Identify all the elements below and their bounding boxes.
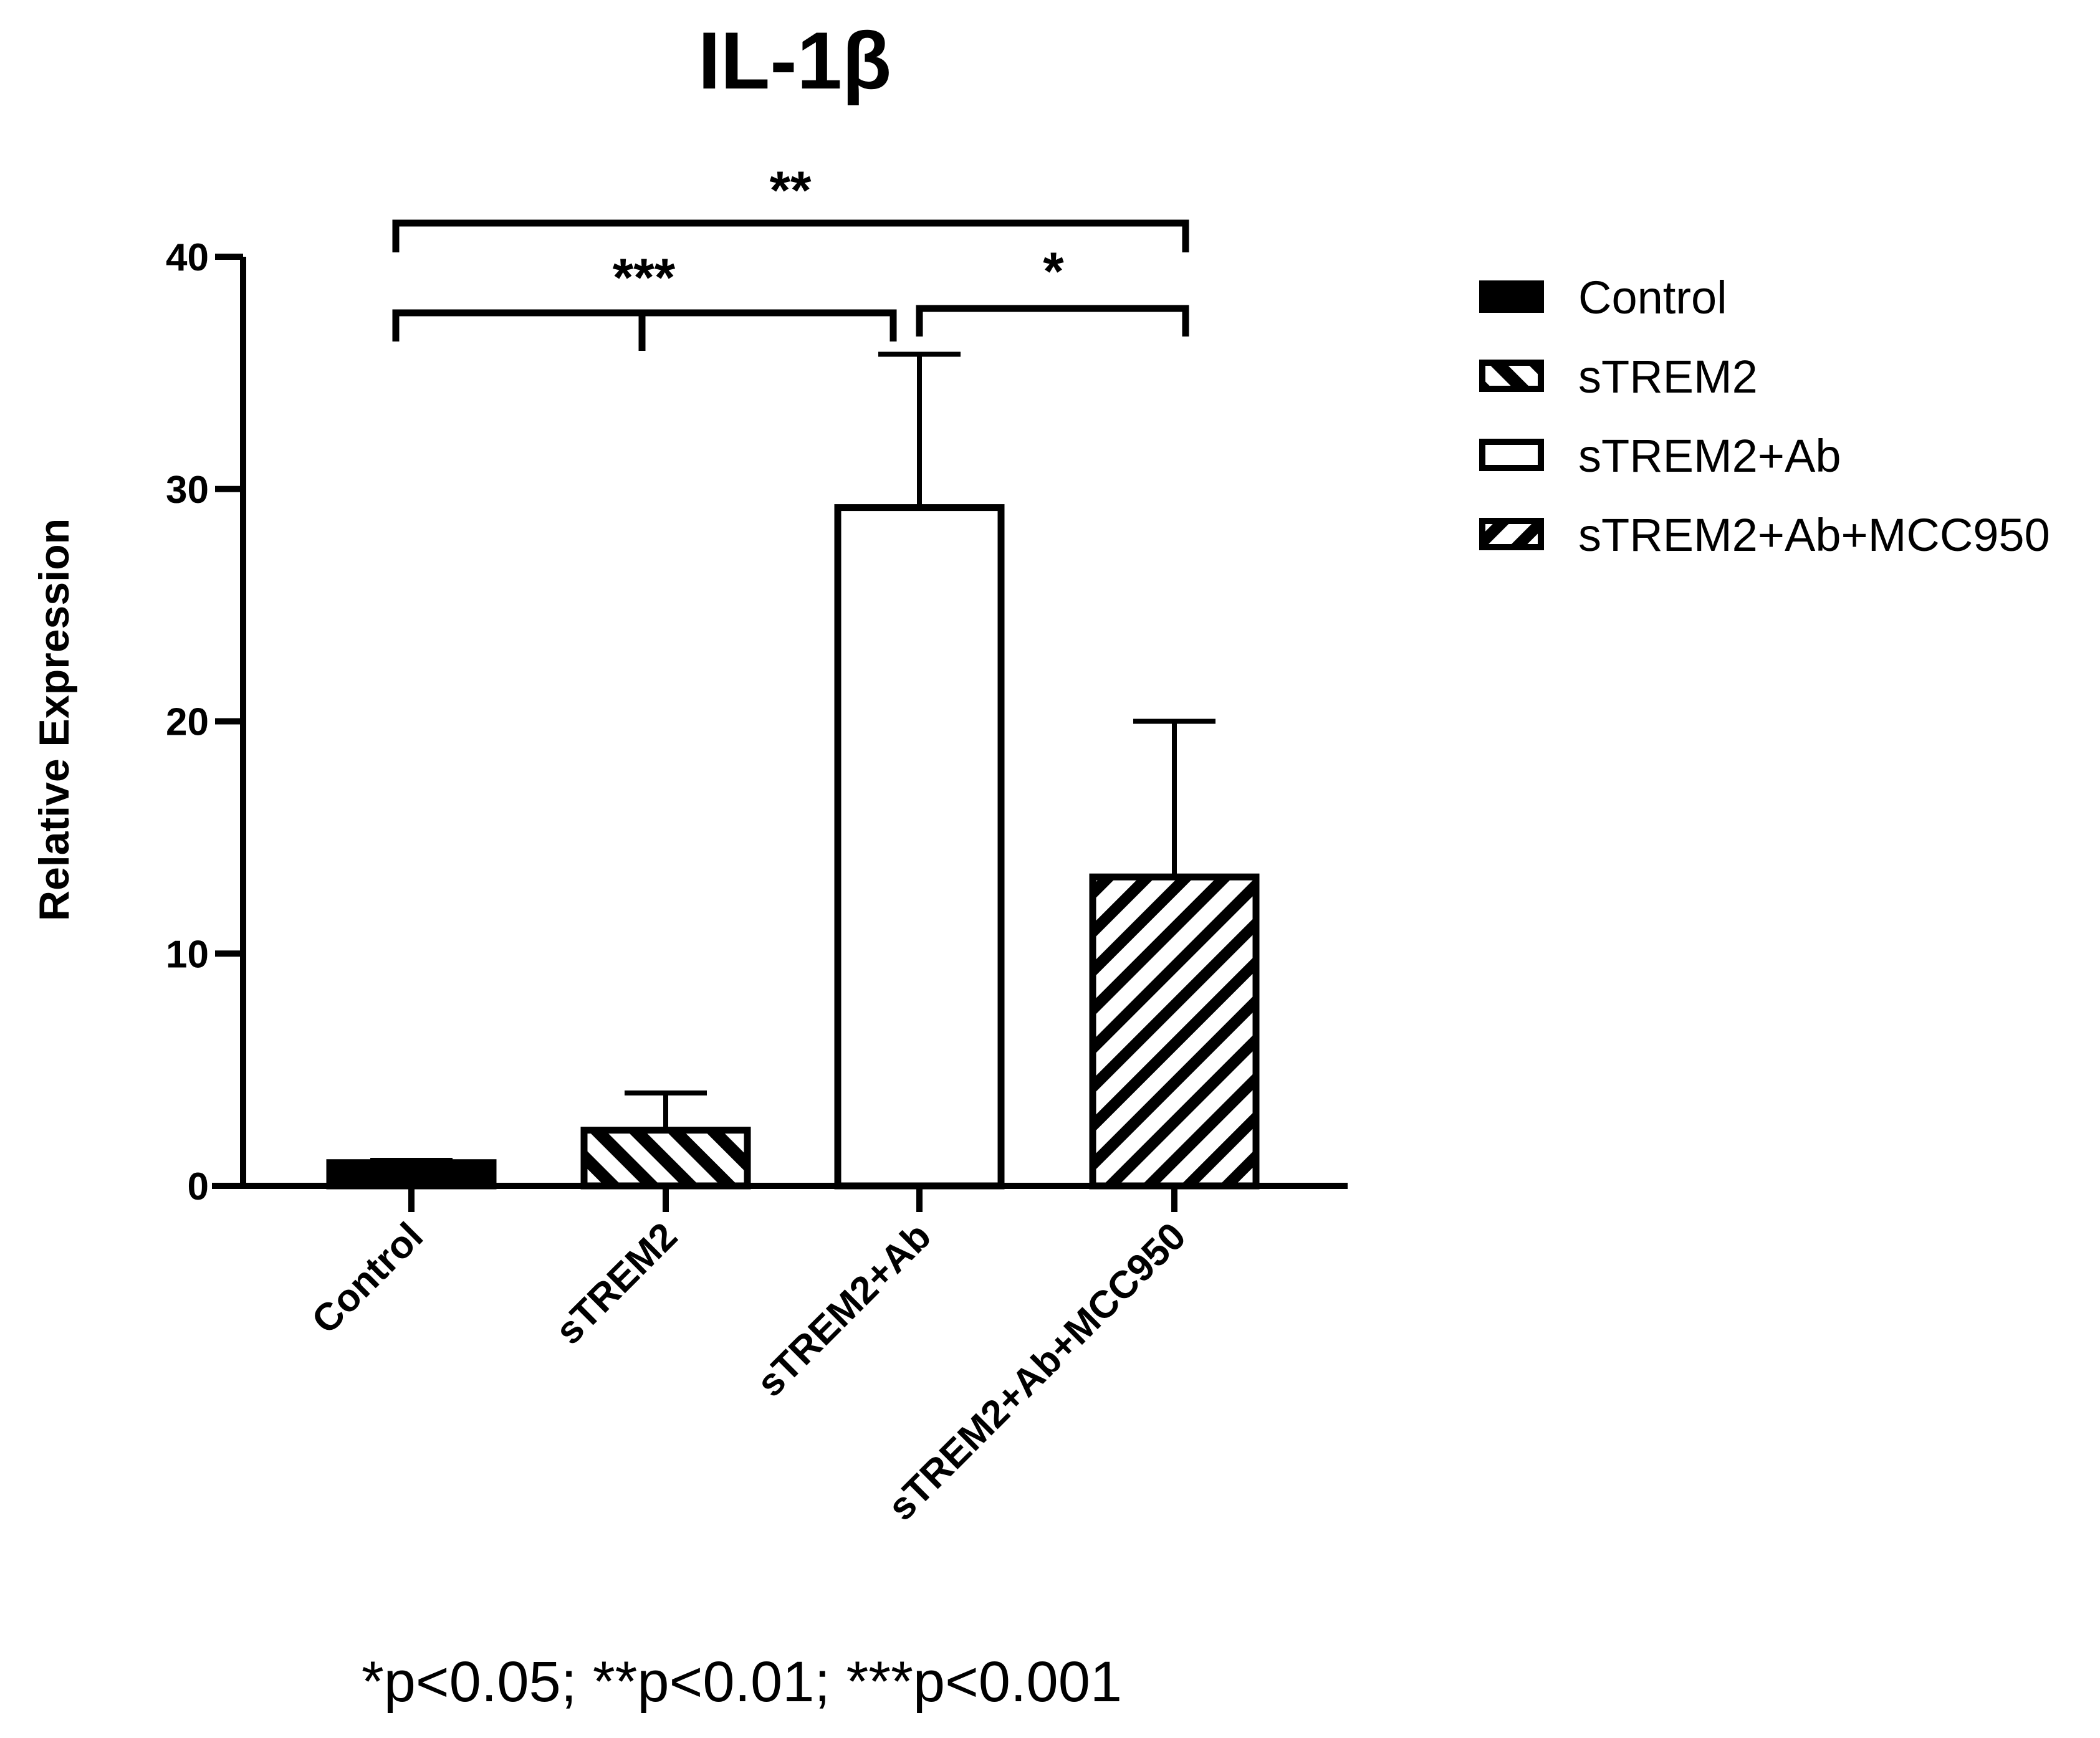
bar	[326, 1159, 497, 1190]
significance-label: *	[1043, 242, 1064, 302]
legend-swatch	[1479, 360, 1544, 392]
bar	[580, 1127, 751, 1190]
y-tick-label: 30	[166, 469, 209, 512]
y-axis-label: Relative Expression	[31, 518, 78, 921]
y-tick-label: 20	[166, 701, 209, 744]
legend-label: Control	[1578, 272, 1727, 323]
y-tick-label: 10	[166, 933, 209, 976]
legend-label: sTREM2+Ab+MCC950	[1578, 509, 2050, 561]
x-tick-label: sTREM2	[547, 1215, 686, 1353]
legend-label: sTREM2	[1578, 351, 1758, 403]
footnote: *p<0.05; **p<0.01; ***p<0.001	[362, 1650, 1122, 1714]
x-tick-label: sTREM2+Ab	[749, 1215, 939, 1405]
significance-label: **	[770, 161, 812, 221]
legend-label: sTREM2+Ab	[1578, 430, 1841, 482]
bar	[1089, 873, 1260, 1190]
legend-swatch	[1479, 518, 1544, 550]
significance-label: ***	[613, 248, 676, 308]
y-tick-label: 0	[188, 1165, 209, 1208]
bars	[326, 351, 1260, 1190]
legend-swatch	[1479, 439, 1544, 471]
significance-bracket	[916, 305, 1189, 337]
x-tick-label: sTREM2+Ab+MCC950	[880, 1215, 1194, 1529]
significance-brackets: ***** *	[392, 161, 1189, 351]
legend-swatch	[1479, 280, 1544, 313]
chart-title: IL-1β	[698, 15, 891, 106]
x-tick-label: Control	[304, 1215, 431, 1342]
bar	[834, 504, 1005, 1190]
y-tick-label: 40	[166, 236, 209, 279]
significance-bracket	[392, 219, 1189, 252]
legend: Control sTREM2 sTREM2+Ab sTREM2+Ab+MCC950	[1479, 272, 2050, 561]
